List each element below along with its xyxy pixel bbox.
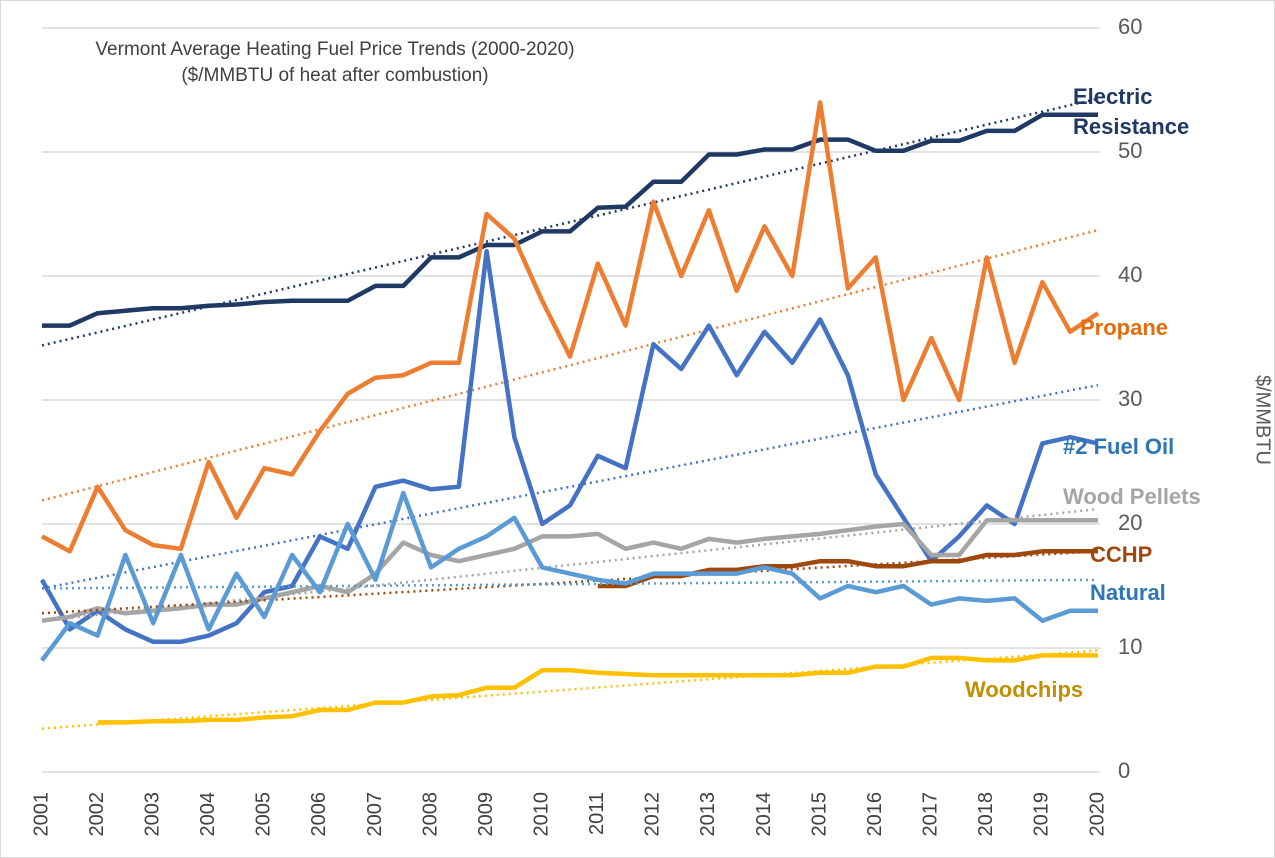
series-label: Propane [1080, 315, 1169, 340]
x-tick-label: 2011 [586, 792, 608, 835]
trend-line [41, 649, 1099, 730]
series-label: Electric Resistance [1073, 84, 1190, 139]
series-line [42, 112, 1098, 328]
x-tick-label: 2015 [808, 792, 830, 837]
x-tick-label: 2007 [364, 792, 386, 837]
trend-line [41, 228, 1099, 502]
y-tick-label: 60 [1118, 14, 1142, 39]
x-tick-label: 2020 [1086, 792, 1108, 837]
chart-title: Vermont Average Heating Fuel Price Trend… [95, 39, 574, 60]
x-tick-label: 2003 [141, 792, 163, 837]
series-label: #2 Fuel Oil [1063, 434, 1175, 459]
series-line [41, 518, 1098, 623]
x-tick-label: 2013 [697, 792, 719, 837]
series-line [597, 549, 1098, 589]
x-tick-label: 2019 [1031, 792, 1053, 837]
y-tick-label: 50 [1118, 138, 1142, 163]
x-tick-label: 2009 [475, 792, 497, 837]
series-label: CCHP [1090, 542, 1153, 567]
x-tick-label: 2010 [530, 792, 552, 837]
x-tick-label: 2002 [86, 792, 108, 837]
x-tick-label: 2012 [642, 792, 664, 837]
x-tick-label: 2008 [419, 792, 441, 837]
y-tick-label: 30 [1118, 386, 1142, 411]
x-tick-label: 2018 [975, 792, 997, 837]
y-axis-label: $/MMBTU [1252, 375, 1274, 465]
series-line [40, 490, 1098, 662]
y-tick-label: 40 [1118, 262, 1142, 287]
x-tick-label: 2017 [920, 792, 942, 837]
series-line [97, 653, 1098, 725]
x-tick-label: 2004 [197, 792, 219, 837]
x-tick-label: 2006 [308, 792, 330, 837]
y-tick-label: 20 [1118, 510, 1142, 535]
y-tick-label: 0 [1118, 758, 1130, 783]
x-tick-label: 2001 [30, 792, 52, 837]
chart-subtitle: ($/MMBTU of heat after combustion) [181, 65, 488, 86]
series-label: Wood Pellets [1063, 484, 1201, 509]
x-tick-label: 2014 [753, 792, 775, 837]
x-tick-label: 2005 [253, 792, 275, 837]
trend-line [41, 578, 1099, 590]
series-line [40, 100, 1100, 554]
x-tick-label: 2016 [864, 792, 886, 837]
y-tick-label: 10 [1118, 634, 1142, 659]
series-label: Natural [1090, 580, 1166, 605]
trend-line [41, 550, 1099, 615]
series-label: Woodchips [965, 677, 1084, 702]
